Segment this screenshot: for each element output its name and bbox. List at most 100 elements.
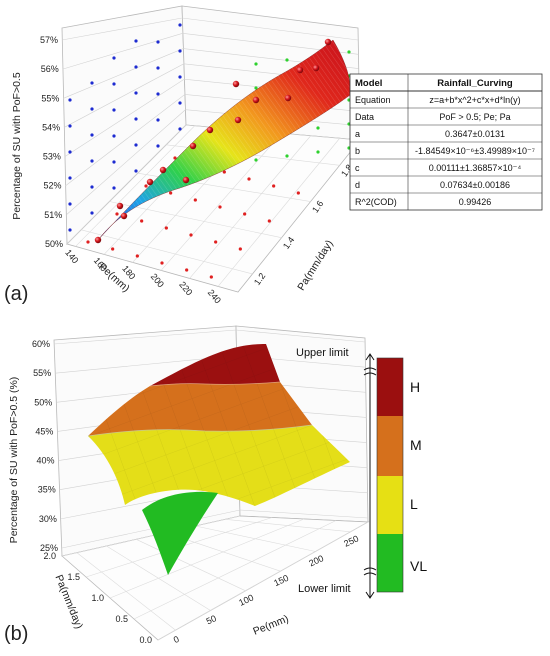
legend-swatch-vl [377,534,403,592]
projection-point-pe [112,160,116,164]
panel-a-y-tick-label: 50% [45,239,63,249]
data-point [120,212,128,220]
panel-b-z-ticks: 0.0 0.5 1.0 1.5 2.0 [43,551,152,645]
panel-b-floor-gridline [61,515,241,557]
projection-point-pa [285,154,289,158]
data-point [189,142,197,150]
projection-point-floor [144,184,148,188]
panel-b-y-ticks: 25% 30% 35% 40% 45% 50% 55% 60% [32,339,58,553]
fit-parameters-table: Model Rainfall_Curving Equation z=a+b*x^2+c… [349,73,543,211]
projection-point-pa [285,58,289,62]
class-legend: H M L VL Upper limit Lower limit [296,347,427,599]
upper-break-mark [363,367,377,376]
panel-b-floor-gridline [157,521,369,641]
projection-point-pe [134,169,138,173]
panel-a-y-tick-label: 52% [44,181,62,191]
table-header-cell: Rainfall_Curving [437,78,513,89]
legend-swatch-h [377,358,403,416]
panel-b-z-tick-label: 1.0 [91,593,104,603]
lower-limit-label: Lower limit [298,583,351,595]
projection-point-floor [115,212,119,216]
table-header-cell: Model [355,78,382,89]
projection-point-floor [173,156,177,160]
table-cell-label: c [355,163,360,173]
panel-b-gridline [53,329,366,345]
projection-point-floor [272,184,276,188]
projection-point-pa [254,62,258,66]
projection-point-floor [160,261,164,265]
panel-b-x-tick-label: 200 [307,553,325,568]
projection-point-floor [238,247,242,251]
panel-a-y-tick-label: 55% [41,93,59,103]
panel-a: 50%51%52%53%54%55%56%57% 140 160 180 200 220… [4,5,543,305]
legend-label-l: L [410,496,418,512]
data-point [182,176,190,184]
panel-b: 25% 30% 35% 40% 45% 50% 55% 60% 0 50 100 150 200 250… [4,325,427,645]
projection-point-floor [222,170,226,174]
panel-a-x-tick-label: 220 [177,280,194,298]
projection-point-pe [156,144,160,148]
panel-a-z-tick-label: 1.2 [252,271,267,287]
panel-b-y-tick-label: 60% [32,339,50,349]
projection-point-floor [296,191,300,195]
panel-a-x-tick-label: 200 [149,272,166,290]
legend-label-vl: VL [410,558,427,574]
data-point [252,96,260,104]
projection-point-floor [218,205,222,209]
table-gridlines [350,74,542,210]
projection-point-pa [316,150,320,154]
projection-point-pe [134,65,138,69]
projection-point-floor [140,219,144,223]
panel-b-x-tick-label: 100 [237,592,255,607]
panel-b-y-tick-label: 55% [33,368,51,378]
panel-b-x-tick-label: 250 [342,533,360,548]
upper-arrow-head [365,353,375,361]
panel-a-y-tick-label: 54% [42,122,60,132]
panel-b-z-tick-label: 0.0 [139,635,152,645]
projection-point-pa [254,86,258,90]
panel-a-y-tick-label: 56% [41,64,59,74]
panel-b-x-axis-label: Pe(mm) [251,613,290,638]
projection-point-pe [68,228,72,232]
projection-point-pe [90,133,94,137]
projection-point-pe [68,176,72,180]
table-cell-value: 0.3647±0.0131 [445,129,505,139]
panel-a-gridline [62,32,359,70]
projection-point-floor [189,233,193,237]
projection-point-pa [316,126,320,130]
panel-a-z-axis-label: Pa(mm/day) [295,238,335,293]
projection-point-pa [254,158,258,162]
projection-point-pe [112,56,116,60]
projection-point-pe [68,124,72,128]
panel-a-y-ticks: 50% 51% 52% 53% 54% 55% 56% 57% [40,35,63,249]
data-point [206,126,214,134]
projection-point-pe [68,98,72,102]
projection-point-floor [111,247,115,251]
panel-a-y-tick-label: 57% [40,35,58,45]
table-cells: Model Rainfall_Curving Equation z=a+b*x^2+c… [355,78,535,207]
projection-point-pe [156,118,160,122]
panel-b-surface-mesh [88,344,350,506]
projection-point-pe [68,150,72,154]
panel-b-y-tick-label: 25% [40,543,58,553]
projection-point-pe [178,49,182,53]
table-cell-value: 0.00111±1.36857×10⁻⁴ [429,163,522,173]
projection-point-pe [112,108,116,112]
panel-b-z-tick-label: 1.5 [67,572,80,582]
table-cell-value: -1.84549×10⁻⁶±3.49989×10⁻⁷ [415,146,535,156]
panel-b-x-tick-label: 0 [172,634,181,645]
data-point [94,236,102,244]
projection-point-floor [267,219,271,223]
data-point [324,38,332,46]
boundary-m-l [87,424,313,437]
panel-a-y-tick-label: 51% [44,210,62,220]
panel-b-z-tick-label: 2.0 [43,551,56,561]
data-point [284,94,292,102]
projection-point-floor [193,198,197,202]
projection-point-pe [90,159,94,163]
projection-point-floor [135,254,139,258]
panel-a-surface-mesh [98,40,351,240]
projection-point-floor [169,191,173,195]
lower-arrow-head [365,591,375,599]
boundary-h-m [149,381,281,387]
